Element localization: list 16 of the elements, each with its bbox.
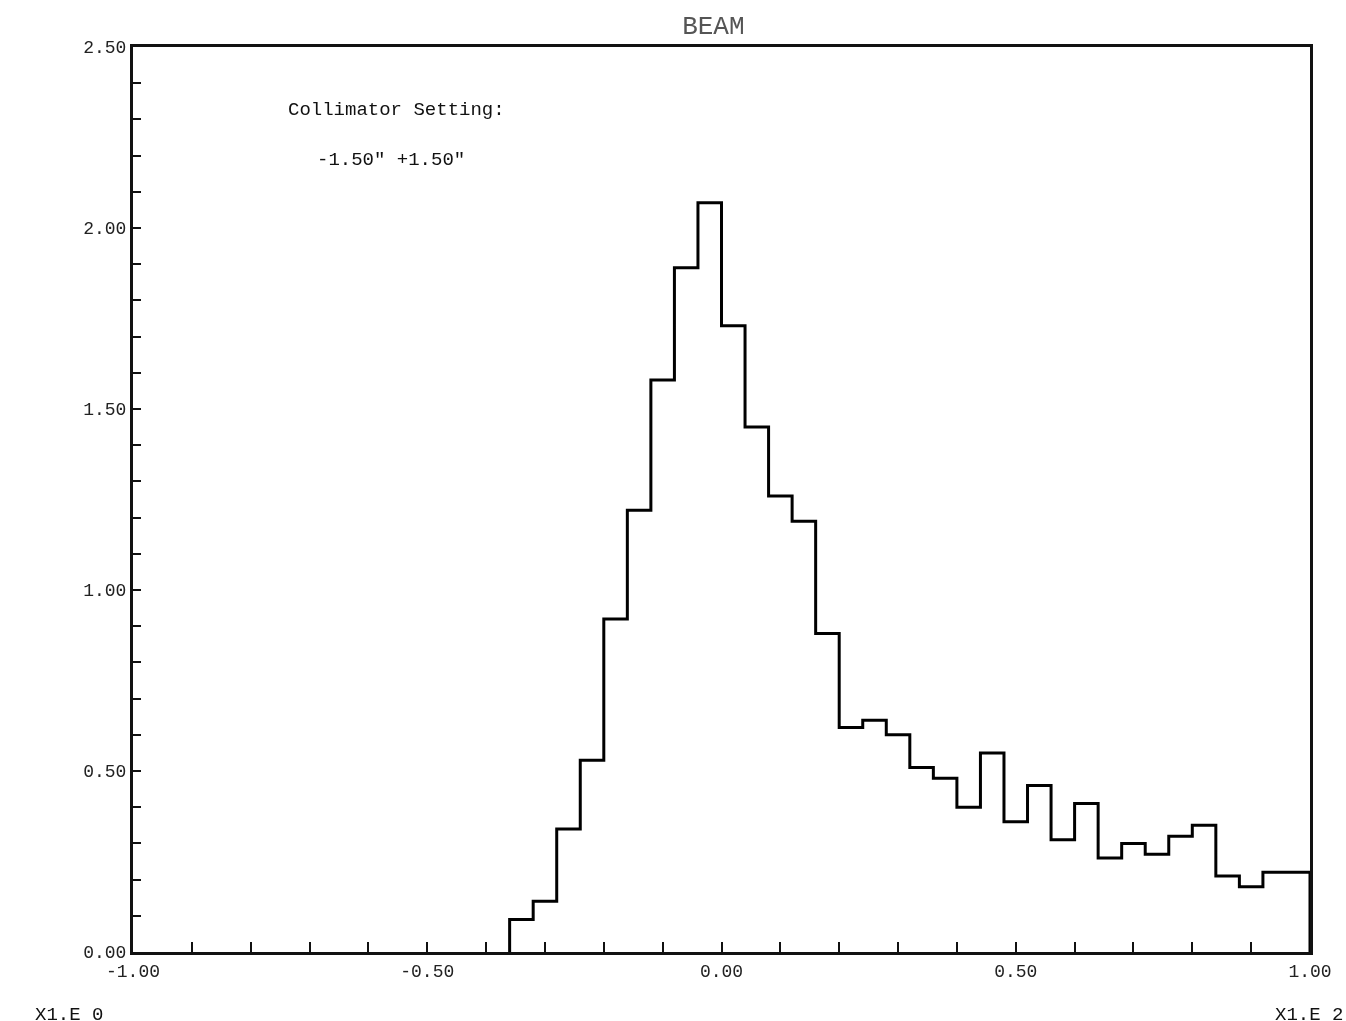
y-tick-label: 2.50 — [83, 38, 127, 59]
chart-title: BEAM — [682, 11, 745, 42]
x-tick-label: -1.00 — [105, 961, 161, 982]
y-tick-label: 0.50 — [83, 762, 127, 783]
text: X1.E 0 — [35, 1004, 104, 1021]
y-tick-label: 1.00 — [83, 581, 127, 602]
x-tick-label: 1.00 — [1288, 961, 1332, 982]
text: X1.E 2 — [1275, 1004, 1344, 1021]
y-tick-label: 1.50 — [83, 400, 127, 421]
x-tick-label: -0.50 — [400, 961, 455, 982]
y-tick-label: 2.00 — [83, 219, 127, 240]
x-tick-label: 0.50 — [994, 961, 1038, 982]
y-tick-label: 0.00 — [83, 943, 127, 964]
annotation: -1.50" +1.50" — [317, 149, 466, 171]
annotation: Collimator Setting: — [288, 99, 505, 121]
x-tick-label: 0.00 — [699, 961, 744, 982]
